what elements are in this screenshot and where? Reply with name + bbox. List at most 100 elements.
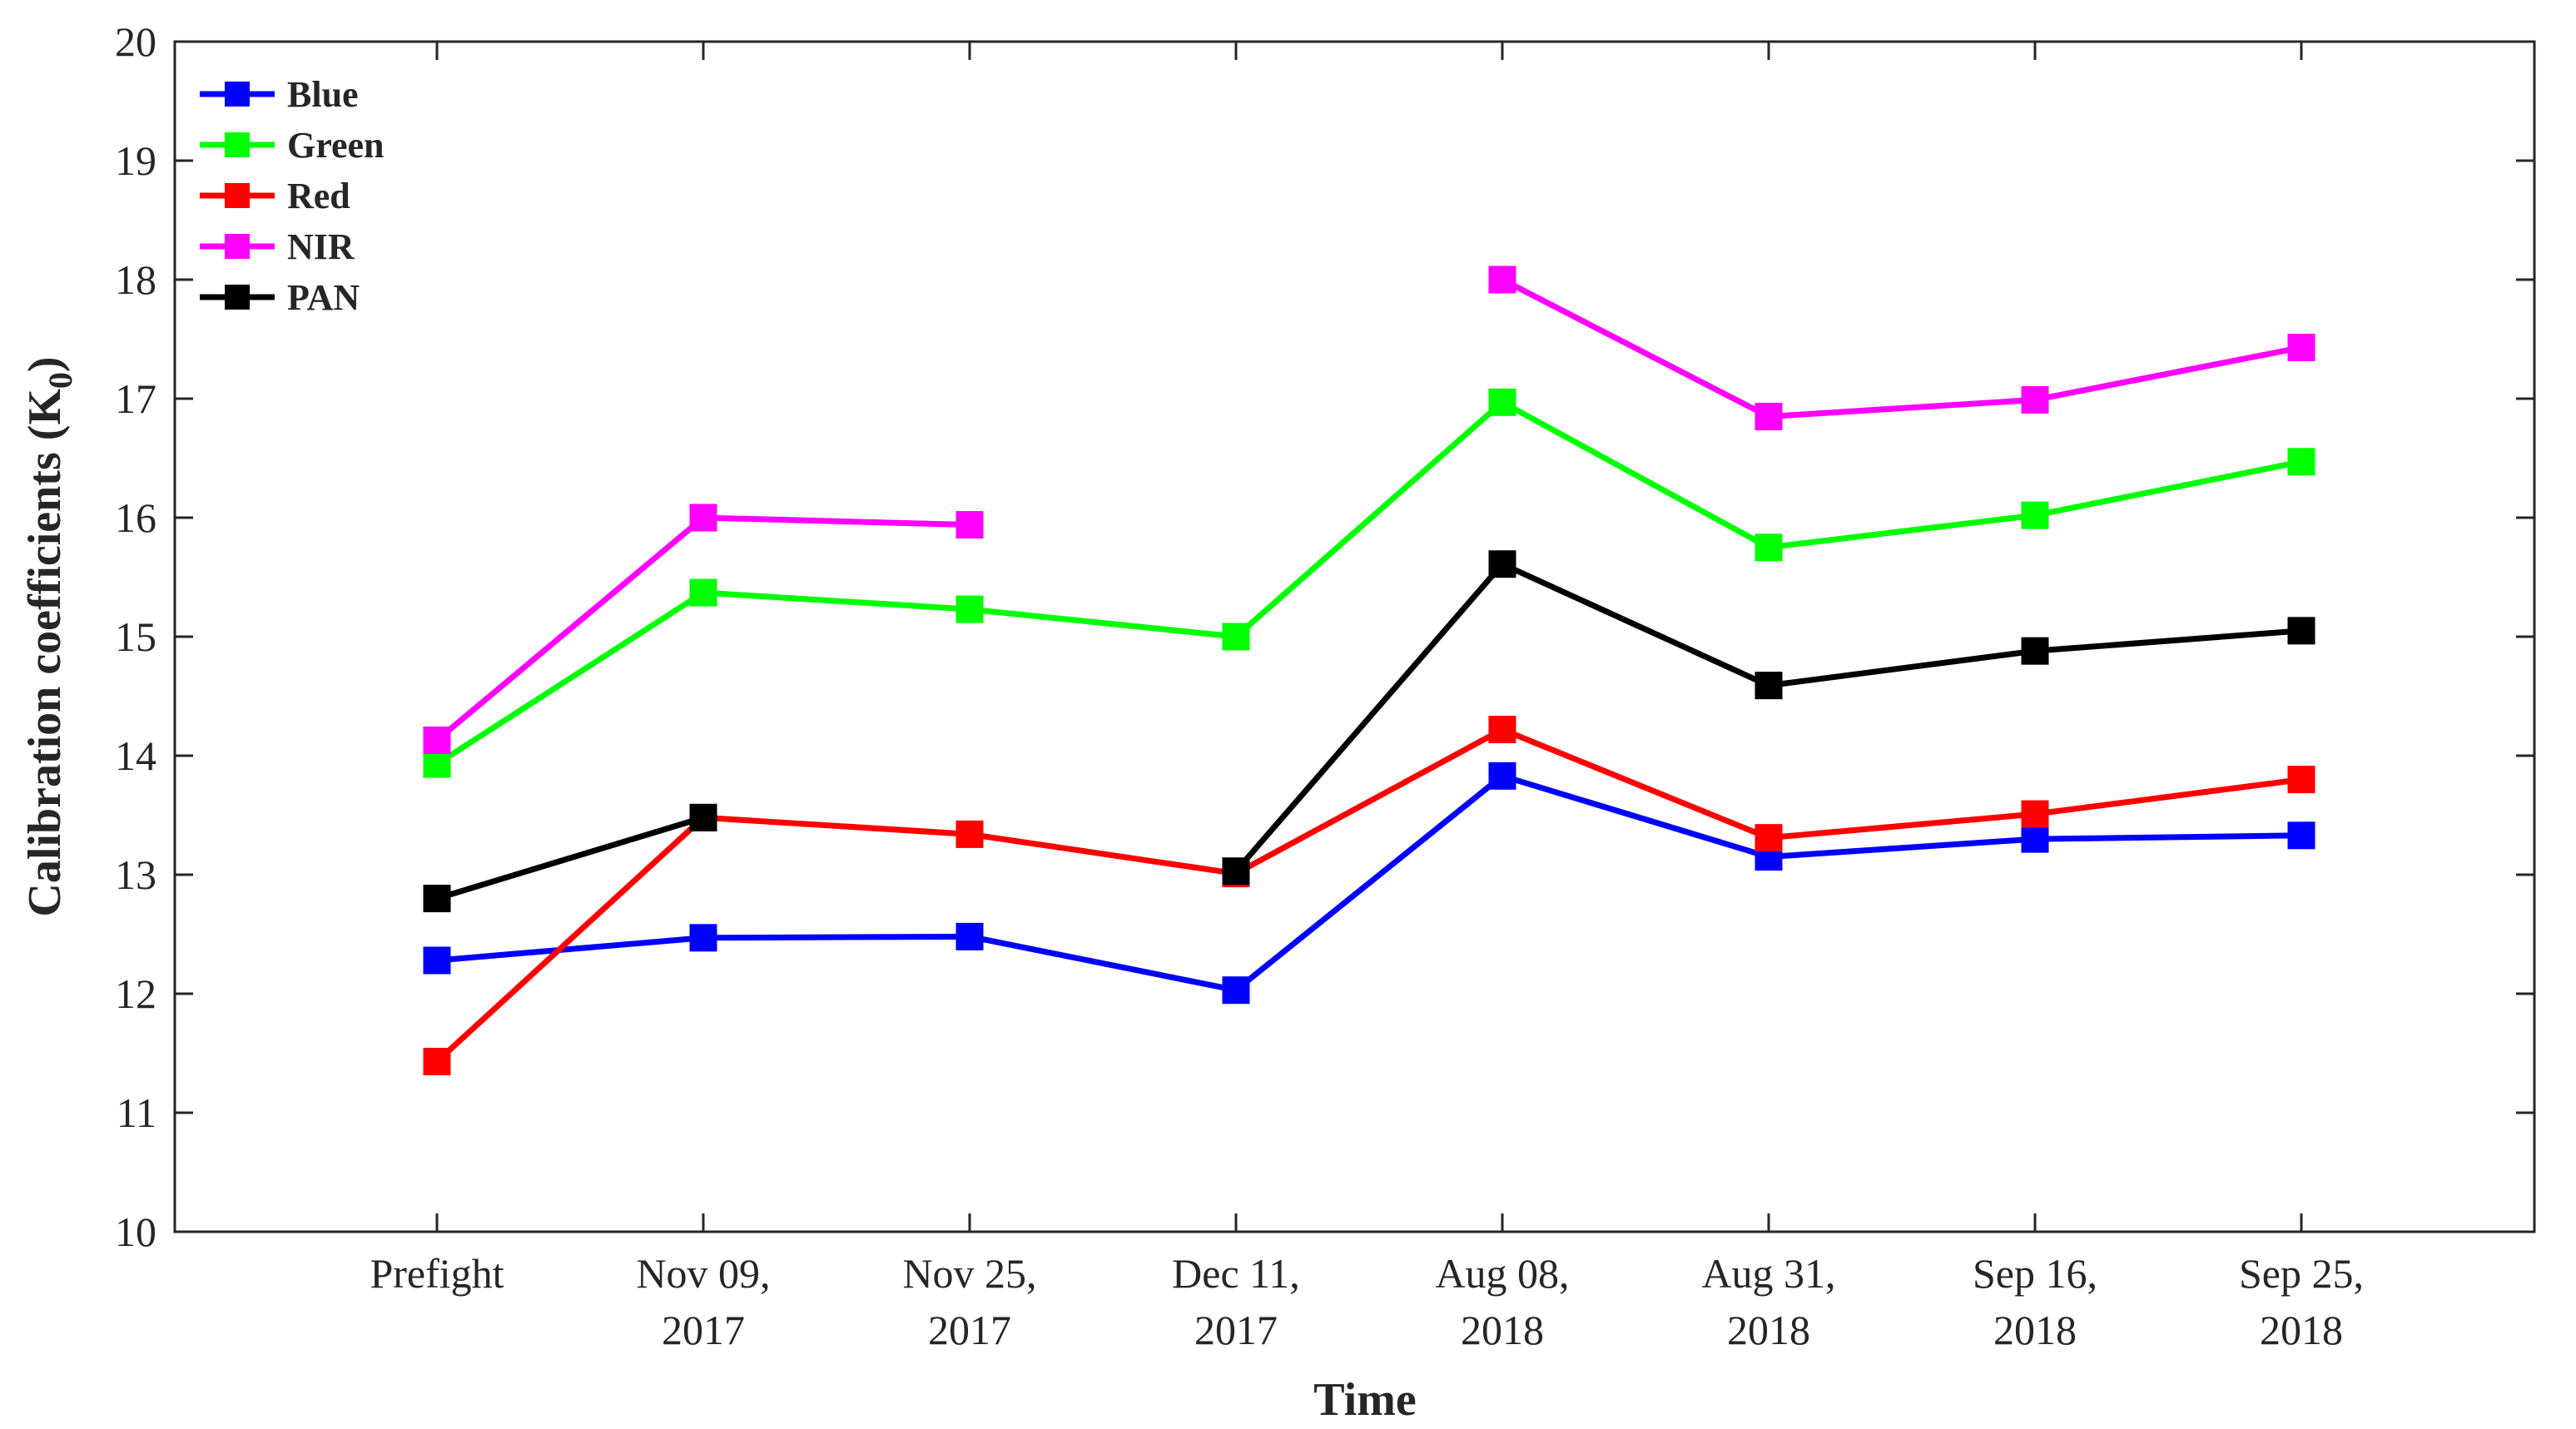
series-line-nir <box>1499 276 1772 419</box>
series-line-pan <box>2032 628 2305 654</box>
data-point-green <box>1488 388 1516 416</box>
series-line-blue <box>434 935 707 964</box>
data-point-green <box>2021 501 2049 529</box>
data-point-pan <box>1222 857 1250 886</box>
legend-marker-nir <box>225 234 250 259</box>
x-tick-label: 2018 <box>1727 1307 1810 1353</box>
series-line-green <box>1765 512 2038 551</box>
series-line-pan <box>434 814 707 902</box>
data-point-blue <box>955 922 984 950</box>
y-axis-title-main: Calibration coefficients (K <box>19 389 71 917</box>
series-line-red <box>1765 811 2038 841</box>
x-tick-label: 2017 <box>662 1307 745 1353</box>
series-line-green <box>434 589 707 767</box>
data-point-nir <box>955 511 984 539</box>
legend-marker-red <box>225 183 250 208</box>
legend-marker-green <box>225 132 250 157</box>
y-tick-label: 18 <box>115 256 156 303</box>
series-line-red <box>966 831 1239 877</box>
y-tick-label: 17 <box>115 375 156 422</box>
data-point-nir <box>2287 334 2315 362</box>
series-line-nir <box>700 514 973 528</box>
data-point-green <box>1755 533 1783 562</box>
series-line-red <box>1499 727 1772 841</box>
plot-marks <box>423 265 2315 1076</box>
x-tick-label: Aug 31, <box>1701 1250 1835 1297</box>
y-tick-label: 16 <box>115 494 156 541</box>
data-point-pan <box>1755 672 1783 700</box>
legend-label-pan: PAN <box>287 277 360 318</box>
data-point-green <box>2287 448 2315 476</box>
series-line-blue <box>1765 836 2038 861</box>
legend-label-blue: Blue <box>287 74 359 115</box>
series-line-pan <box>1233 561 1506 875</box>
data-point-blue <box>689 924 717 952</box>
axis-ticks: 10 11 12 13 14 15 16 17 18 19 20 Prefight Nov 09, 201… <box>115 18 2534 1353</box>
data-point-pan <box>2287 617 2315 645</box>
data-point-nir <box>689 504 717 532</box>
series-line-pan <box>1765 648 2038 689</box>
legend: Blue Green Red NIR PAN <box>200 74 385 318</box>
data-point-red <box>955 820 984 848</box>
series-line-red <box>700 814 973 837</box>
x-tick-label: Sep 16, <box>1973 1250 2097 1297</box>
series-line-nir <box>434 514 707 743</box>
series-line-green <box>2032 459 2305 519</box>
data-point-blue <box>423 946 451 975</box>
y-tick-label: 12 <box>115 970 156 1017</box>
series-line-blue <box>2032 832 2305 842</box>
y-tick-label: 15 <box>115 613 156 660</box>
x-tick-label: 2018 <box>1461 1307 1544 1353</box>
data-point-red <box>423 1048 451 1076</box>
series-line-red <box>1233 727 1506 877</box>
series-line-blue <box>1233 772 1506 994</box>
data-point-blue <box>1222 976 1250 1005</box>
series-line-blue <box>700 933 973 941</box>
data-point-red <box>2287 766 2315 794</box>
series-line-nir <box>2032 345 2305 403</box>
series-line-green <box>1233 399 1506 640</box>
y-tick-label: 20 <box>115 18 156 65</box>
x-tick-label: Prefight <box>370 1250 504 1297</box>
data-point-blue <box>2287 821 2315 850</box>
series-line-red <box>434 814 707 1065</box>
data-point-pan <box>2021 637 2049 665</box>
series-line-blue <box>966 933 1239 994</box>
x-tick-label: Sep 25, <box>2239 1250 2364 1297</box>
x-tick-label: Nov 25, <box>902 1250 1036 1297</box>
series-line-red <box>2032 777 2305 817</box>
y-tick-label: 19 <box>115 137 156 184</box>
data-point-nir <box>423 726 451 754</box>
x-tick-label: 2018 <box>1993 1307 2077 1353</box>
data-point-green <box>1222 623 1250 651</box>
x-tick-label: Aug 08, <box>1435 1250 1569 1297</box>
legend-label-green: Green <box>287 125 385 166</box>
x-tick-label: 2017 <box>928 1307 1011 1353</box>
y-tick-label: 10 <box>115 1208 156 1255</box>
data-point-green <box>955 595 984 623</box>
legend-marker-blue <box>225 82 250 107</box>
data-point-red <box>1488 716 1516 744</box>
series-line-green <box>1499 399 1772 551</box>
data-point-blue <box>1488 762 1516 790</box>
data-point-red <box>2021 800 2049 828</box>
data-point-blue <box>2021 825 2049 853</box>
y-axis-title-close: ) <box>19 356 71 372</box>
y-axis-title: Calibration coefficients (K0) <box>19 356 79 916</box>
y-tick-label: 13 <box>115 851 156 898</box>
y-tick-label: 11 <box>117 1089 156 1136</box>
y-tick-label: 14 <box>115 732 156 779</box>
x-tick-label: 2018 <box>2260 1307 2343 1353</box>
x-tick-label: 2017 <box>1194 1307 1278 1353</box>
data-point-nir <box>1755 402 1783 430</box>
data-point-pan <box>1488 550 1516 578</box>
series-line-blue <box>1499 772 1772 861</box>
data-point-pan <box>423 885 451 913</box>
data-point-pan <box>689 803 717 831</box>
series-line-nir <box>1765 396 2038 419</box>
x-tick-label: Dec 11, <box>1172 1250 1300 1297</box>
series-line-green <box>700 589 973 613</box>
data-point-nir <box>2021 385 2049 414</box>
